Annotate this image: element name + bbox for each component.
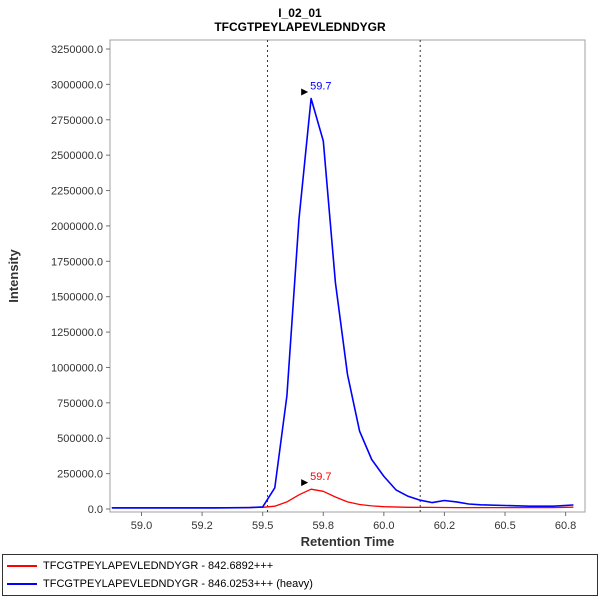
legend-line-swatch-blue — [7, 583, 37, 585]
x-tick-label: 60.0 — [373, 520, 394, 532]
x-tick-label: 59.2 — [191, 520, 212, 532]
y-tick-label: 2500000.0 — [51, 150, 103, 162]
y-tick-label: 2000000.0 — [51, 221, 103, 233]
y-tick-label: 3000000.0 — [51, 79, 103, 91]
chart-title: I_02_01 — [278, 6, 322, 20]
y-tick-label: 1000000.0 — [51, 362, 103, 374]
x-tick-label: 60.2 — [434, 520, 455, 532]
legend-item-heavy: TFCGTPEYLAPEVLEDNDYGR - 846.0253+++ (hea… — [7, 575, 593, 593]
legend-label-light: TFCGTPEYLAPEVLEDNDYGR - 842.6892+++ — [43, 560, 274, 572]
y-tick-label: 1500000.0 — [51, 292, 103, 304]
y-tick-label: 0.0 — [88, 504, 103, 516]
y-tick-label: 500000.0 — [57, 433, 103, 445]
x-tick-label: 59.5 — [252, 520, 273, 532]
peak-annotation-label: 59.7 — [310, 471, 331, 483]
peak-arrow-icon — [301, 88, 309, 96]
legend-line-swatch-red — [7, 565, 37, 567]
legend-label-heavy: TFCGTPEYLAPEVLEDNDYGR - 846.0253+++ (hea… — [43, 578, 313, 590]
x-tick-label: 60.5 — [494, 520, 515, 532]
y-axis-title: Intensity — [6, 249, 21, 303]
peak-annotation-label: 59.7 — [310, 81, 331, 93]
x-tick-label: 60.8 — [555, 520, 576, 532]
series-line-1 — [111, 97, 574, 509]
y-tick-label: 250000.0 — [57, 469, 103, 481]
peak-arrow-icon — [301, 479, 309, 487]
x-tick-label: 59.0 — [131, 520, 152, 532]
y-tick-label: 3250000.0 — [51, 44, 103, 56]
legend: TFCGTPEYLAPEVLEDNDYGR - 842.6892+++ TFCG… — [2, 554, 598, 596]
plot-area — [109, 39, 586, 513]
y-tick-label: 750000.0 — [57, 398, 103, 410]
chart-subtitle: TFCGTPEYLAPEVLEDNDYGR — [214, 20, 386, 34]
chromatogram-chart: 0.0 250000.0 500000.0 750000.0 1000000.0 1250… — [6, 39, 586, 549]
legend-item-light: TFCGTPEYLAPEVLEDNDYGR - 842.6892+++ — [7, 557, 593, 575]
y-tick-label: 2250000.0 — [51, 186, 103, 198]
y-tick-label: 1250000.0 — [51, 327, 103, 339]
y-tick-label: 2750000.0 — [51, 115, 103, 127]
y-tick-label: 1750000.0 — [51, 256, 103, 268]
x-axis-title: Retention Time — [301, 534, 395, 549]
x-tick-label: 59.8 — [313, 520, 334, 532]
